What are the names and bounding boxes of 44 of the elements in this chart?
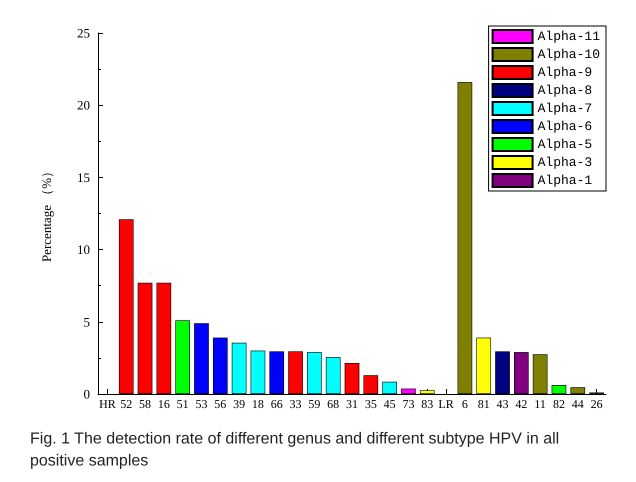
x-tick-label: 81 <box>478 397 490 411</box>
x-tick-label: 83 <box>421 397 434 411</box>
legend-label: Alpha-6 <box>538 119 592 134</box>
x-tick-label: 68 <box>327 397 340 411</box>
x-tick-label: 18 <box>252 397 264 411</box>
x-tick-label: 11 <box>534 397 546 411</box>
legend-label: Alpha-11 <box>538 29 600 44</box>
x-tick-label: 52 <box>120 397 132 411</box>
x-tick-label: 58 <box>139 397 152 411</box>
x-tick-label: 16 <box>158 397 170 411</box>
legend-label: Alpha-1 <box>538 173 592 188</box>
x-tick-label: 82 <box>552 397 565 411</box>
x-tick-label: 51 <box>176 397 189 411</box>
x-tick-label: 66 <box>270 397 283 411</box>
y-axis-title: Percentage （%） <box>39 164 54 262</box>
legend-label: Alpha-8 <box>538 83 592 98</box>
x-tick-label: 56 <box>214 397 226 411</box>
x-tick-label: 53 <box>195 397 208 411</box>
y-tick-label: 20 <box>77 98 90 113</box>
legend-label: Alpha-5 <box>538 137 592 152</box>
y-tick-label: 5 <box>84 314 90 330</box>
legend-label: Alpha-7 <box>538 101 592 116</box>
caption: Fig. 1 The detection rate of different genus and different subtype HPV in all positive samples <box>30 430 564 470</box>
legend-label: Alpha-9 <box>538 65 592 80</box>
x-tick-label: 35 <box>364 397 377 411</box>
x-tick-label: 26 <box>590 397 603 411</box>
y-tick-label: 25 <box>77 26 90 40</box>
y-tick-label: 0 <box>84 386 90 402</box>
x-tick-label: 39 <box>233 397 246 411</box>
x-tick-label: 44 <box>572 397 584 411</box>
x-tick-label: 43 <box>496 397 509 411</box>
legend-label: Alpha-10 <box>538 47 600 62</box>
x-tick-label: 59 <box>308 397 320 411</box>
x-tick-label: 73 <box>402 397 414 411</box>
x-tick-label: 33 <box>290 397 302 411</box>
x-tick-label: 31 <box>346 397 358 411</box>
x-tick-label: 45 <box>384 397 396 411</box>
y-tick-label: 15 <box>77 170 90 185</box>
x-tick-label: 6 <box>462 397 468 411</box>
legend-label: Alpha-3 <box>538 155 592 170</box>
y-tick-label: 10 <box>77 242 90 258</box>
x-tick-label: LR <box>438 397 454 411</box>
x-tick-label: HR <box>99 397 116 411</box>
x-tick-label: 42 <box>515 397 528 411</box>
